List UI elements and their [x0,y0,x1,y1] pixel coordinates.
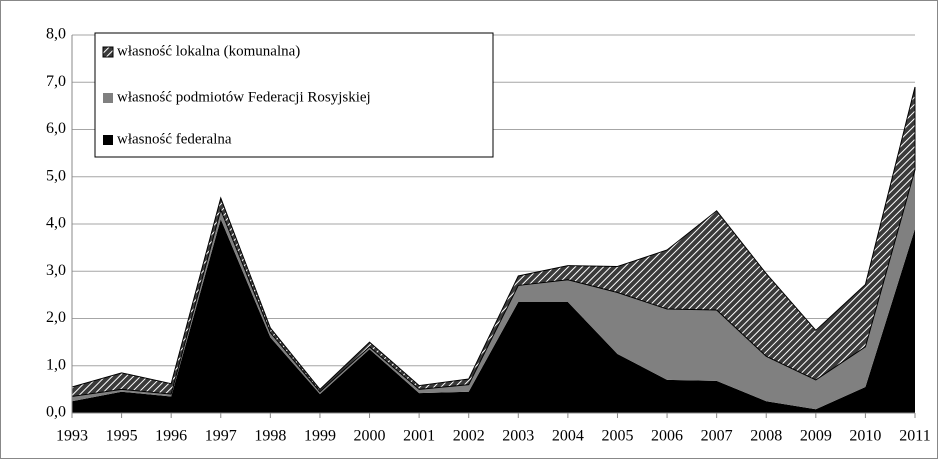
x-tick-label: 1999 [304,428,336,445]
legend-swatch [103,135,113,145]
x-tick-label: 2005 [601,428,633,445]
x-tick-label: 2011 [899,428,930,445]
legend-box [94,32,494,158]
x-tick-label: 2007 [701,428,733,445]
x-tick-label: 1996 [155,428,187,445]
y-tick-label: 7,0 [46,73,66,90]
x-tick-label: 2001 [403,428,435,445]
y-tick-label: 1,0 [46,356,66,373]
legend-label: własność lokalna (komunalna) [117,43,300,59]
area [72,169,915,410]
y-tick-label: 6,0 [46,120,66,137]
x-tick-label: 2010 [849,428,881,445]
x-tick-label: 2008 [750,428,782,445]
legend-swatch [103,93,113,103]
x-tick-label: 1998 [254,428,286,445]
legend-swatch [102,46,114,58]
y-tick-label: 8,0 [46,26,66,43]
x-tick-label: 1995 [106,428,138,445]
x-tick-label: 1997 [205,428,237,445]
y-tick-label: 3,0 [46,262,66,279]
y-tick-label: 2,0 [46,309,66,326]
x-tick-label: 2000 [354,428,386,445]
x-tick-label: 2006 [651,428,683,445]
x-tick-label: 1993 [56,428,88,445]
area [71,86,916,398]
legend-label: własność podmiotów Federacji Rosyjskiej [117,89,371,105]
x-tick-label: 2004 [552,428,584,445]
x-tick-label: 2009 [800,428,832,445]
y-tick-label: 5,0 [46,167,66,184]
y-tick-label: 4,0 [46,215,66,232]
legend-label: własność federalna [117,131,232,147]
x-tick-label: 2003 [502,428,534,445]
x-tick-label: 2002 [453,428,485,445]
area [72,219,915,413]
y-tick-label: 0,0 [46,404,66,421]
